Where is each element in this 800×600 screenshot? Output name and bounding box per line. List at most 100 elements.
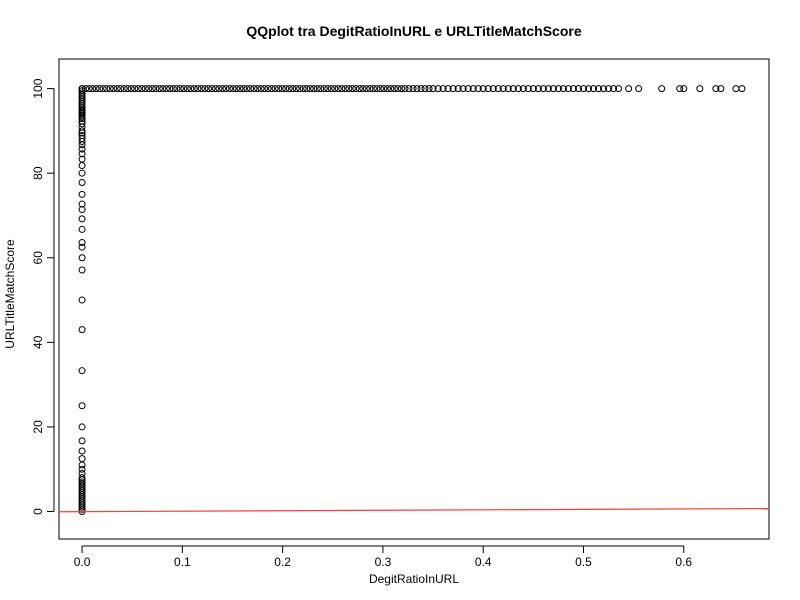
data-point bbox=[282, 85, 290, 93]
data-point bbox=[320, 85, 328, 93]
data-point bbox=[605, 85, 613, 93]
data-point bbox=[113, 85, 121, 93]
data-point bbox=[275, 85, 283, 93]
data-point bbox=[78, 215, 86, 223]
data-point bbox=[413, 85, 421, 93]
x-tick-label: 0.1 bbox=[174, 555, 191, 569]
data-point bbox=[345, 85, 353, 93]
data-point bbox=[78, 135, 86, 143]
data-point bbox=[509, 85, 517, 93]
x-axis-label: DegitRatioInURL bbox=[369, 572, 459, 586]
data-point bbox=[366, 85, 374, 93]
data-point bbox=[78, 200, 86, 208]
data-point bbox=[717, 85, 725, 93]
data-point bbox=[85, 85, 93, 93]
data-point bbox=[78, 296, 86, 304]
data-point bbox=[215, 85, 223, 93]
data-point bbox=[78, 206, 86, 214]
data-point bbox=[324, 85, 332, 93]
data-point bbox=[338, 85, 346, 93]
data-point bbox=[159, 85, 167, 93]
data-point bbox=[369, 85, 377, 93]
data-point bbox=[117, 85, 125, 93]
data-point bbox=[514, 85, 522, 93]
data-point bbox=[499, 85, 507, 93]
data-point bbox=[373, 85, 381, 93]
data-point bbox=[268, 85, 276, 93]
data-point bbox=[78, 239, 86, 247]
data-point bbox=[236, 85, 244, 93]
data-point bbox=[625, 85, 633, 93]
data-point bbox=[257, 85, 265, 93]
data-point bbox=[78, 120, 86, 128]
data-point bbox=[519, 85, 527, 93]
data-point bbox=[183, 85, 191, 93]
x-tick-label: 0.4 bbox=[475, 555, 492, 569]
data-point bbox=[504, 85, 512, 93]
data-point bbox=[348, 85, 356, 93]
data-point bbox=[615, 85, 623, 93]
data-point bbox=[176, 85, 184, 93]
data-point bbox=[78, 225, 86, 233]
data-point bbox=[204, 85, 212, 93]
data-point bbox=[250, 85, 258, 93]
data-point bbox=[218, 85, 226, 93]
data-point bbox=[78, 150, 86, 158]
data-point bbox=[439, 85, 447, 93]
data-point bbox=[78, 469, 86, 477]
data-point bbox=[92, 85, 100, 93]
data-point bbox=[261, 85, 269, 93]
x-tick-label: 0.6 bbox=[675, 555, 692, 569]
data-point bbox=[341, 85, 349, 93]
data-point bbox=[479, 85, 487, 93]
data-point bbox=[233, 85, 240, 93]
data-point bbox=[78, 326, 86, 334]
x-axis: 0.0 0.1 0.2 0.3 0.4 0.5 0.6 bbox=[74, 545, 692, 569]
data-point bbox=[425, 85, 433, 93]
data-point bbox=[162, 85, 170, 93]
y-tick-label: 20 bbox=[31, 420, 45, 434]
data-point bbox=[584, 85, 592, 93]
x-tick-label: 0.0 bbox=[74, 555, 91, 569]
data-point bbox=[120, 85, 128, 93]
y-tick-label: 80 bbox=[31, 166, 45, 180]
data-point bbox=[595, 85, 603, 93]
data-point bbox=[78, 162, 86, 170]
data-point bbox=[534, 85, 542, 93]
data-point bbox=[78, 455, 86, 463]
data-point bbox=[187, 85, 195, 93]
data-point bbox=[327, 85, 335, 93]
data-point bbox=[89, 85, 97, 93]
data-point bbox=[124, 85, 132, 93]
data-point bbox=[680, 85, 688, 93]
data-point bbox=[484, 85, 492, 93]
chart-title: QQplot tra DegitRatioInURL e URLTitleMat… bbox=[246, 23, 581, 39]
data-point bbox=[658, 85, 666, 93]
y-axis-label: URLTitleMatchScore bbox=[3, 239, 17, 349]
data-point bbox=[78, 478, 86, 486]
data-point bbox=[78, 437, 86, 445]
data-point bbox=[78, 190, 86, 198]
data-point bbox=[317, 85, 325, 93]
data-point bbox=[696, 85, 704, 93]
data-point bbox=[99, 85, 107, 93]
data-point bbox=[355, 85, 363, 93]
y-axis: 0 20 40 60 80 100 bbox=[31, 78, 55, 515]
data-point bbox=[401, 85, 409, 93]
plot-frame bbox=[58, 58, 770, 540]
data-point bbox=[78, 87, 86, 95]
data-point bbox=[494, 85, 502, 93]
data-point bbox=[201, 85, 209, 93]
data-point bbox=[127, 85, 135, 93]
data-point bbox=[564, 85, 572, 93]
data-point bbox=[292, 85, 300, 93]
data-point bbox=[190, 85, 198, 93]
data-point bbox=[712, 85, 720, 93]
data-point bbox=[197, 85, 205, 93]
data-point bbox=[296, 85, 304, 93]
data-point bbox=[394, 85, 402, 93]
data-point bbox=[529, 85, 537, 93]
data-point bbox=[78, 461, 86, 469]
data-point bbox=[247, 85, 255, 93]
